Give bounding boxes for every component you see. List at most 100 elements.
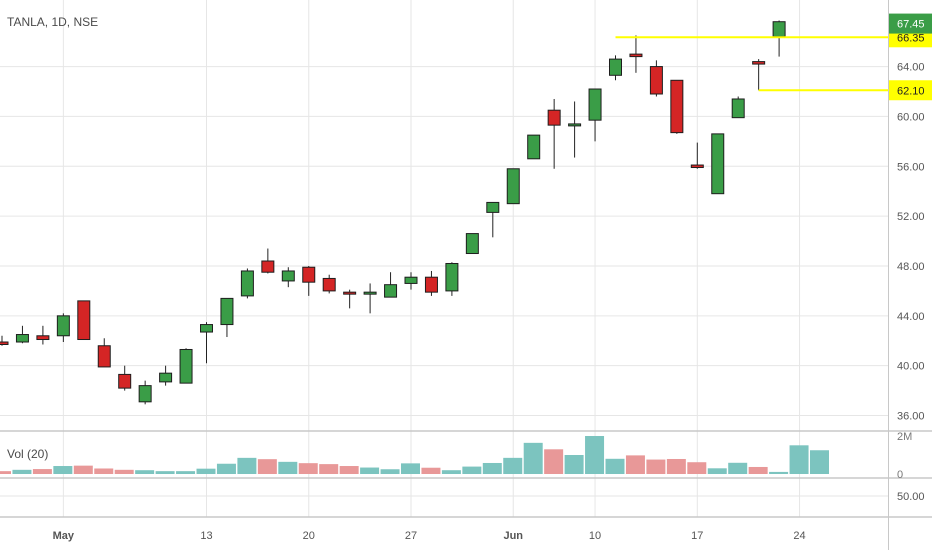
price-tick-label: 52.00 bbox=[897, 211, 925, 223]
candle-body-up bbox=[159, 372, 173, 383]
time-tick-label: Jun bbox=[503, 530, 523, 542]
volume-bar bbox=[0, 471, 11, 474]
candle-body-down bbox=[36, 335, 50, 341]
candle-body-down bbox=[690, 164, 704, 169]
volume-bar bbox=[196, 468, 216, 474]
candle-body-down bbox=[629, 53, 643, 58]
price-axis: 36.00 40.00 44.00 48.00 52.00 56.00 60.00 64.00… bbox=[889, 13, 932, 503]
volume-bar bbox=[339, 466, 359, 474]
volume-pane-label: Vol (20) bbox=[7, 447, 48, 461]
price-tick-label: 60.00 bbox=[897, 111, 925, 123]
candle-body-up bbox=[179, 348, 193, 384]
volume-bar bbox=[298, 463, 318, 474]
level-price-label: 66.35 bbox=[897, 32, 925, 44]
time-tick-label: 17 bbox=[691, 530, 703, 542]
time-tick-label: 13 bbox=[200, 530, 212, 542]
candle-body-up bbox=[486, 201, 500, 213]
price-tick-label: 40.00 bbox=[897, 361, 925, 373]
candle-body-up bbox=[772, 21, 786, 38]
time-tick-label: 10 bbox=[589, 530, 601, 542]
volume-bar bbox=[810, 450, 829, 474]
volume-bar bbox=[380, 469, 400, 474]
volume-bar bbox=[441, 470, 461, 474]
indicator-tick-label: 50.00 bbox=[897, 491, 925, 503]
volume-bar bbox=[278, 461, 298, 474]
candle-body-up bbox=[404, 276, 418, 284]
candle-body-down bbox=[261, 260, 275, 273]
volume-bar bbox=[707, 468, 727, 474]
volume-tick-label: 0 bbox=[897, 469, 903, 481]
volume-bar bbox=[32, 469, 52, 474]
time-axis: May 13 20 27 Jun 10 17 24 bbox=[53, 530, 806, 542]
candle-body-up bbox=[465, 233, 479, 255]
price-tick-label: 44.00 bbox=[897, 311, 925, 323]
volume-bar bbox=[53, 466, 73, 474]
volume-bar bbox=[135, 470, 155, 474]
candle-body-up bbox=[220, 297, 234, 326]
volume-bar bbox=[585, 436, 605, 474]
volume-bar bbox=[523, 442, 543, 474]
volume-bar bbox=[625, 455, 645, 474]
candle-body-down bbox=[424, 276, 438, 293]
volume-bar bbox=[94, 468, 114, 474]
price-tick-label: 48.00 bbox=[897, 261, 925, 273]
volume-bar bbox=[605, 458, 625, 474]
candle-body-up bbox=[506, 168, 520, 205]
price-tick-label: 56.00 bbox=[897, 161, 925, 173]
candle-body-down bbox=[670, 79, 684, 134]
last-price-tag bbox=[889, 13, 932, 34]
volume-bar bbox=[360, 467, 380, 474]
volume-bar bbox=[462, 466, 482, 474]
price-tick-label: 64.00 bbox=[897, 62, 925, 74]
volume-bar bbox=[12, 469, 32, 474]
volume-bar bbox=[769, 471, 789, 474]
volume-bar bbox=[687, 462, 707, 474]
candle-body-up bbox=[138, 385, 152, 403]
candle-body-up bbox=[363, 291, 377, 295]
volume-bar bbox=[319, 464, 339, 474]
volume-bar bbox=[482, 462, 502, 474]
candle-body-down bbox=[547, 109, 561, 126]
volume-bar bbox=[564, 455, 584, 474]
volume-bar bbox=[176, 471, 196, 474]
volume-bar bbox=[789, 445, 809, 474]
candle-body-down bbox=[77, 300, 91, 341]
time-tick-label: 27 bbox=[405, 530, 417, 542]
candle-body-up bbox=[200, 324, 213, 333]
candle-body-up bbox=[731, 98, 745, 119]
volume-bar bbox=[114, 469, 134, 474]
candle-body-down bbox=[322, 277, 336, 292]
volume-bar bbox=[73, 465, 93, 474]
volume-bar bbox=[421, 467, 441, 474]
volume-bar bbox=[728, 462, 748, 474]
last-price-label: 67.45 bbox=[897, 19, 925, 31]
candle-body-up bbox=[281, 270, 295, 282]
volume-bar bbox=[666, 458, 686, 474]
candle-body-up bbox=[240, 270, 254, 297]
horizontal-level-lines bbox=[615, 36, 888, 92]
candle-body-up bbox=[527, 134, 541, 160]
candle-body-up bbox=[56, 315, 70, 337]
volume-bar bbox=[748, 466, 768, 474]
candle-body-up bbox=[445, 262, 459, 292]
level-price-label: 62.10 bbox=[897, 85, 925, 97]
candle-body-down bbox=[302, 266, 316, 283]
volume-tick-label: 2M bbox=[897, 431, 912, 443]
candle-body-down bbox=[649, 66, 663, 95]
price-tick-label: 36.00 bbox=[897, 411, 925, 423]
candle-body-up bbox=[609, 58, 622, 76]
volume-bar bbox=[155, 471, 175, 474]
symbol-label: TANLA, 1D, NSE bbox=[7, 15, 98, 29]
candle-body-down bbox=[0, 341, 9, 345]
price-candles bbox=[0, 20, 786, 405]
volume-bar bbox=[237, 457, 257, 474]
level-price-tag bbox=[889, 80, 932, 101]
candle-body-up bbox=[588, 88, 602, 121]
volume-bar bbox=[216, 463, 236, 474]
candle-body-down bbox=[752, 61, 766, 65]
time-tick-label: 20 bbox=[303, 530, 315, 542]
time-tick-label: 24 bbox=[793, 530, 805, 542]
